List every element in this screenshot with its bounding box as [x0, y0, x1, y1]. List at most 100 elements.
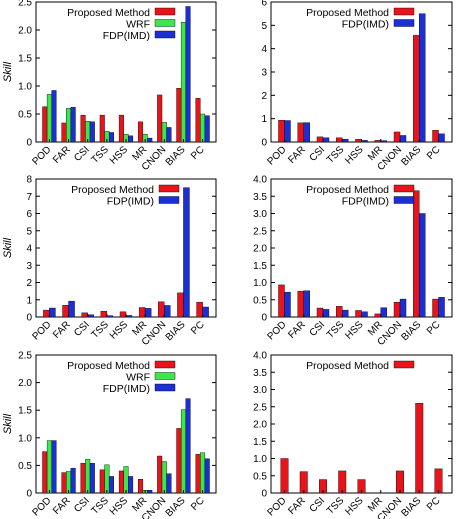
- x-tick-label: POD: [265, 144, 288, 167]
- y-tick-label: 1.0: [253, 454, 267, 465]
- x-tick-label: PC: [189, 144, 207, 162]
- x-tick-label: PC: [189, 319, 207, 337]
- legend-swatch-wrf: [154, 19, 176, 27]
- y-tick-label: 3.0: [253, 385, 267, 396]
- y-tick-label: 4: [261, 44, 267, 55]
- y-tick-label: 0: [26, 489, 32, 500]
- bar-proposed-mr: [374, 313, 381, 318]
- bar-fdp-bias: [185, 398, 191, 494]
- legend-label: FDP(IMD): [103, 30, 150, 42]
- bar-proposed-bias: [176, 428, 182, 494]
- x-tick-label: TSS: [89, 495, 111, 517]
- x-tick-label: TSS: [325, 495, 347, 517]
- bar-proposed-pod: [280, 458, 289, 494]
- x-tick-label: HSS: [343, 495, 366, 518]
- bar-wrf-far: [66, 108, 72, 143]
- x-tick-label: FAR: [286, 144, 308, 166]
- y-tick-label: 0.5: [18, 461, 32, 472]
- x-tick-label: PC: [425, 495, 443, 513]
- legend-label: WRF: [126, 372, 150, 384]
- y-tick-label: 3: [261, 68, 267, 79]
- bar-proposed-pc: [195, 454, 201, 494]
- y-tick-label: 3.5: [253, 368, 267, 379]
- x-tick-label: CSI: [308, 319, 328, 339]
- legend-swatch-fdp: [393, 196, 415, 204]
- x-tick-label: BIAS: [164, 319, 188, 343]
- x-tick-label: BIAS: [164, 144, 188, 168]
- y-tick-label: 2.0: [18, 26, 32, 37]
- bar-proposed-csi: [80, 114, 86, 143]
- bar-fdp-pc: [202, 306, 209, 318]
- bar-proposed-cnon: [158, 301, 165, 318]
- x-tick-label: FAR: [51, 319, 73, 341]
- y-tick-label: 1.5: [18, 406, 32, 417]
- bar-proposed-hss: [355, 310, 362, 318]
- bar-proposed-tss: [336, 306, 343, 318]
- legend-swatch-proposed: [154, 360, 176, 369]
- bar-fdp-pod: [51, 90, 57, 143]
- bar-fdp-pod: [49, 307, 56, 318]
- bar-wrf-bias: [180, 21, 186, 143]
- bar-proposed-pc: [196, 301, 203, 318]
- legend-swatch-wrf: [154, 372, 176, 380]
- bar-proposed-cnon: [157, 455, 163, 494]
- legend-swatch-proposed: [393, 360, 415, 369]
- bar-proposed-csi: [316, 307, 324, 318]
- bar-proposed-hss: [118, 470, 124, 494]
- y-tick-label: 4: [26, 244, 32, 255]
- bar-proposed-pc: [195, 98, 201, 143]
- x-tick-label: FAR: [286, 319, 308, 341]
- bar-fdp-csi: [322, 309, 330, 318]
- x-tick-label: FAR: [51, 495, 73, 517]
- y-tick-label: 1.5: [18, 54, 32, 65]
- bar-proposed-far: [61, 122, 67, 143]
- x-tick-label: BIAS: [399, 319, 423, 343]
- bar-fdp-far: [303, 122, 310, 143]
- bar-proposed-hss: [119, 311, 127, 318]
- bar-proposed-pc: [432, 298, 439, 318]
- bar-fdp-cnon: [164, 305, 171, 318]
- x-tick-label: TSS: [89, 319, 111, 341]
- bar-proposed-pc: [432, 130, 439, 143]
- bar-proposed-far: [62, 305, 69, 318]
- bar-fdp-pc: [438, 133, 445, 143]
- bar-fdp-mr: [147, 490, 153, 494]
- y-tick-label: 4.0: [253, 175, 267, 186]
- x-tick-label: POD: [30, 495, 53, 518]
- bar-fdp-csi: [89, 121, 95, 143]
- y-tick-label: 2.5: [18, 0, 32, 9]
- bar-fdp-pod: [284, 291, 291, 318]
- x-tick-label: CSI: [72, 144, 92, 164]
- y-tick-label: 1.0: [18, 82, 32, 93]
- bar-proposed-pod: [278, 120, 285, 143]
- y-tick-label: 0.5: [253, 471, 267, 482]
- bar-proposed-cnon: [393, 301, 401, 318]
- legend-label: Proposed Method: [306, 7, 389, 19]
- bar-fdp-csi: [89, 462, 95, 494]
- x-tick-label: CSI: [72, 495, 92, 515]
- legend-label: FDP(IMD): [342, 196, 389, 208]
- bar-fdp-pod: [51, 440, 57, 494]
- bar-proposed-cnon: [396, 470, 404, 494]
- bar-wrf-far: [66, 471, 72, 494]
- bar-wrf-pod: [46, 94, 52, 143]
- x-tick-label: POD: [30, 144, 53, 167]
- bar-proposed-tss: [338, 470, 347, 494]
- legend-label: WRF: [126, 19, 150, 31]
- y-tick-label: 8: [26, 175, 32, 186]
- bar-fdp-bias: [185, 6, 191, 143]
- bar-proposed-cnon: [393, 131, 401, 143]
- x-tick-label: HSS: [108, 319, 131, 342]
- bar-fdp-mr: [380, 307, 387, 318]
- x-tick-label: CSI: [308, 495, 328, 515]
- bar-proposed-tss: [336, 137, 343, 143]
- bar-proposed-csi: [316, 136, 324, 143]
- y-tick-label: 0.5: [253, 295, 267, 306]
- legend-swatch-proposed: [393, 184, 415, 193]
- bar-proposed-pc: [434, 468, 443, 494]
- legend-label: Proposed Method: [306, 360, 389, 372]
